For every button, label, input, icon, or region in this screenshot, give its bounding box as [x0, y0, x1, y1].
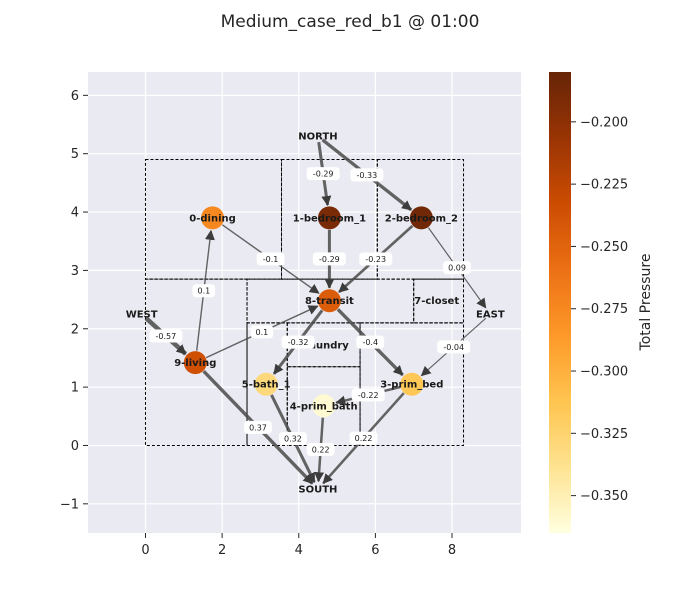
edge-label-box [351, 388, 385, 402]
edge-label: 0.22 [312, 446, 330, 455]
edge-label-box [244, 420, 272, 434]
colorbar-tick-label: −0.275 [580, 302, 628, 317]
edge-label-box [312, 252, 346, 266]
x-tick-label: 6 [371, 543, 379, 558]
edge-label: 0.22 [355, 434, 373, 443]
colorbar-ticks: −0.200 −0.225 −0.250 −0.275 −0.300 −0.325 −0.3… [571, 115, 628, 504]
x-tick-label: 4 [295, 543, 303, 558]
edge-label: -0.57 [156, 332, 177, 341]
room-node [201, 206, 225, 230]
edge-label-box [359, 252, 393, 266]
colorbar-tick-label: −0.200 [580, 115, 628, 130]
room-node [254, 372, 278, 396]
colorbar-tick-label: −0.250 [580, 240, 628, 255]
edge-label-box [192, 284, 216, 298]
edge-label-box [443, 261, 471, 275]
external-label: EAST [476, 310, 505, 321]
external-label: SOUTH [298, 485, 337, 496]
edge-label-box [279, 432, 307, 446]
room-outline [376, 159, 465, 280]
axis-ticks: 0 2 4 6 8 −1 0 1 2 3 4 5 6 [60, 89, 456, 558]
colorbar-label: Total Pressure [638, 254, 654, 352]
edge-label: -0.22 [358, 391, 379, 400]
room-node [400, 372, 424, 396]
room-label: 2-bedroom_2 [385, 213, 458, 224]
room-label: 5-bath_1 [242, 380, 291, 391]
edge-label: 0.09 [448, 264, 466, 273]
y-tick-label: −1 [60, 497, 79, 512]
edge-label: 0.1 [256, 328, 269, 337]
colorbar-tick-label: −0.300 [580, 365, 628, 380]
room-label: 3-prim_bed [380, 380, 443, 391]
room-label: 0-dining [189, 213, 236, 224]
edge-label: -0.33 [357, 171, 378, 180]
edge-label: -0.29 [313, 170, 334, 179]
room-label: 6-laundry [295, 341, 350, 352]
edge-label-box [350, 168, 384, 182]
colorbar-gradient [549, 72, 571, 533]
edge-label-box [250, 325, 274, 339]
y-tick-label: 6 [71, 89, 79, 104]
colorbar-tick-label: −0.325 [580, 427, 628, 442]
room-label: 4-prim_bath [290, 401, 358, 412]
room-label: 1-bedroom_1 [293, 213, 366, 224]
room-label: 9-living [174, 358, 216, 369]
edge-label-box [306, 443, 335, 457]
edge-label: -0.04 [443, 343, 464, 352]
room-label: 7-closet [414, 296, 459, 307]
room-node [317, 289, 341, 313]
plot-background [88, 72, 521, 533]
y-tick-label: 3 [71, 264, 79, 279]
external-label: WEST [126, 310, 158, 321]
colorbar: −0.200 −0.225 −0.250 −0.275 −0.300 −0.325 −0.3… [549, 72, 654, 533]
room-node [317, 206, 341, 230]
edge-label: -0.23 [365, 255, 386, 264]
edge-label: 0.32 [284, 435, 302, 444]
edge-label-box [356, 335, 385, 349]
node-labels: 0-dining 1-bedroom_1 2-bedroom_2 3-prim_bed… [126, 132, 505, 496]
y-tick-label: 0 [71, 439, 79, 454]
room-node [183, 351, 207, 375]
room-outline [144, 278, 248, 446]
x-tick-label: 2 [218, 543, 226, 558]
room-label: 8-transit [305, 296, 354, 307]
edge-label: -0.29 [319, 255, 340, 264]
x-tick-label: 8 [448, 543, 456, 558]
edge-label: 0.37 [249, 423, 267, 432]
room-outlines [144, 159, 465, 446]
edge-label-box [306, 167, 340, 181]
colorbar-tick-label: −0.225 [580, 178, 628, 193]
edge-label-box [437, 340, 471, 354]
y-tick-label: 5 [71, 147, 79, 162]
y-tick-label: 1 [71, 381, 79, 396]
edge-label: -0.1 [263, 255, 279, 264]
x-tick-label: 0 [141, 543, 149, 558]
room-outline [413, 278, 465, 324]
room-node [409, 206, 433, 230]
edge-label: 0.1 [197, 287, 210, 296]
room-nodes [183, 206, 433, 418]
edge-label-box [349, 431, 378, 445]
edge-label-box [256, 252, 285, 266]
edge-label-box [281, 335, 315, 349]
external-label: NORTH [298, 132, 337, 143]
edge-label: -0.32 [288, 338, 309, 347]
room-node [312, 394, 336, 418]
y-tick-label: 2 [71, 322, 79, 337]
edge-label: -0.4 [362, 338, 378, 347]
colorbar-tick-label: −0.350 [580, 489, 628, 504]
y-tick-label: 4 [71, 206, 79, 221]
room-outline [359, 322, 465, 446]
edge-label-box [149, 329, 183, 343]
chart-title: Medium_case_red_b1 @ 01:00 [221, 12, 480, 32]
edge-labels: -0.29 -0.33 -0.1 -0.29 -0.23 0.09 -0.57 0.1 0.1 -… [149, 167, 471, 457]
